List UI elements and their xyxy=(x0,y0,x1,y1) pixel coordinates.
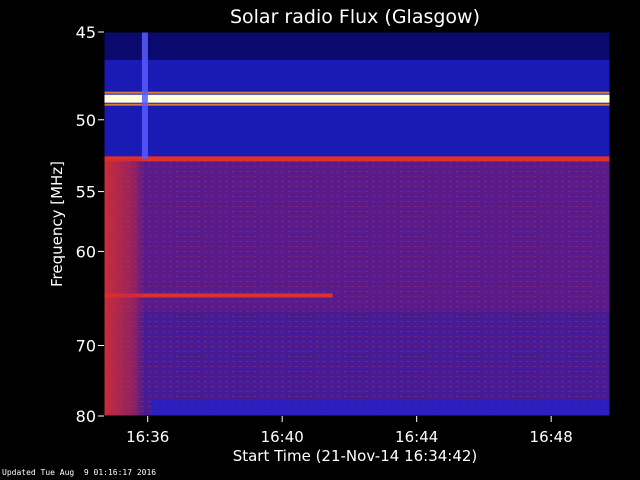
y-axis: 45 50 55 60 70 80 xyxy=(76,23,104,426)
band-52.6-mhz xyxy=(104,156,610,162)
band-48.7-mhz xyxy=(104,94,610,103)
x-tick-label: 16:40 xyxy=(261,428,304,446)
updated-timestamp: Updated Tue Aug 9 01:16:17 2016 xyxy=(2,468,157,477)
plot-frame xyxy=(103,31,611,417)
y-axis-label: Frequency [MHz] xyxy=(48,161,66,287)
x-axis: 16:36 16:40 16:44 16:48 xyxy=(126,416,573,446)
chart-title: Solar radio Flux (Glasgow) xyxy=(230,6,480,28)
y-tick-label: 60 xyxy=(76,242,96,261)
x-tick-label: 16:44 xyxy=(395,428,438,446)
burst-line xyxy=(141,32,148,159)
band-halo xyxy=(104,91,610,94)
y-tick-label: 45 xyxy=(76,23,96,42)
bottom-noise-strip xyxy=(152,400,610,416)
y-tick-label: 50 xyxy=(76,111,96,130)
y-tick-label: 70 xyxy=(76,336,96,355)
noise-texture xyxy=(104,158,610,416)
top-dark-region xyxy=(104,32,610,60)
y-tick-label: 55 xyxy=(76,183,96,202)
x-tick-label: 16:36 xyxy=(126,428,169,446)
y-tick-label: 80 xyxy=(76,407,96,426)
x-tick-label: 16:48 xyxy=(530,428,573,446)
band-64.3-mhz xyxy=(104,293,333,298)
burst-region xyxy=(104,158,145,416)
x-axis-label: Start Time (21-Nov-14 16:34:42) xyxy=(233,447,478,465)
band-halo xyxy=(104,103,610,106)
plot-area xyxy=(103,31,611,417)
